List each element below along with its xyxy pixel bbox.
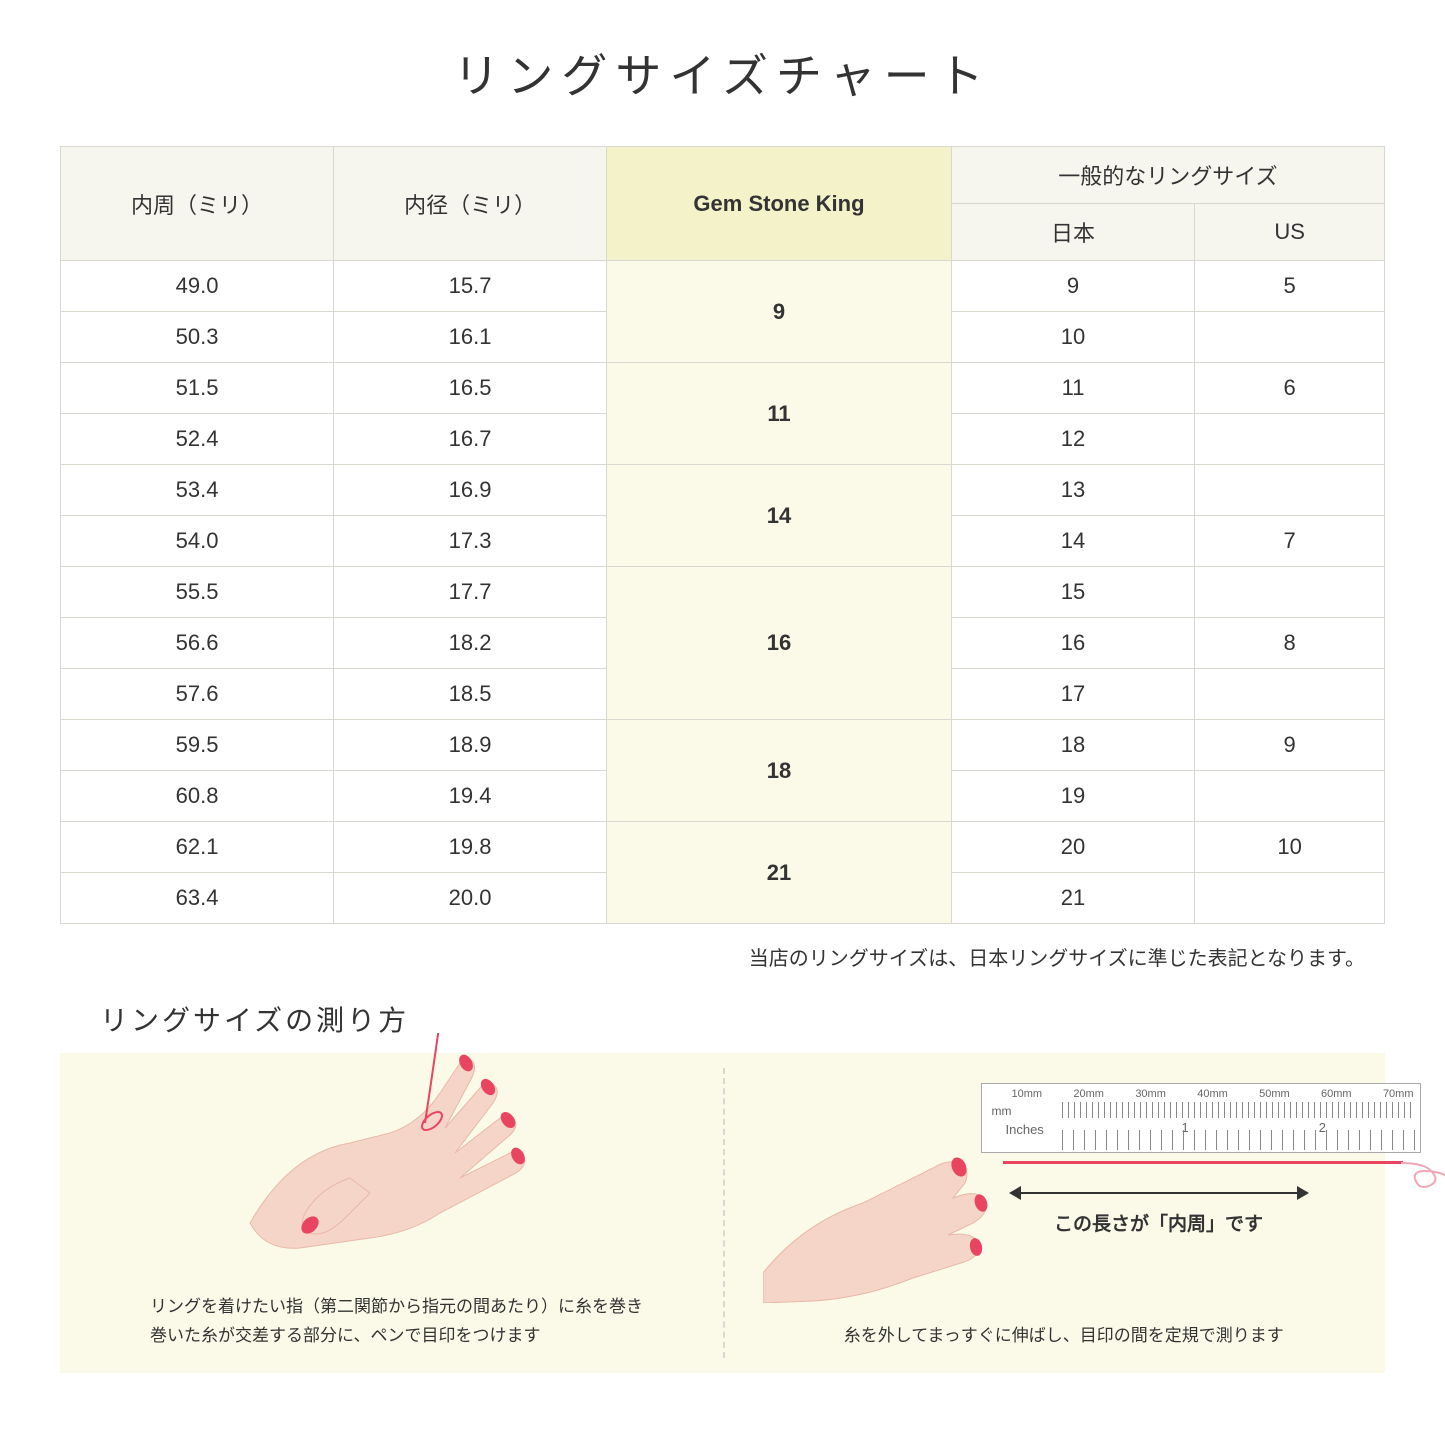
- cell-gsk: 21: [607, 822, 952, 924]
- cell-diameter: 16.9: [334, 465, 607, 516]
- cell-us: 8: [1195, 618, 1385, 669]
- table-row: 55.517.71615: [61, 567, 1385, 618]
- cell-diameter: 19.4: [334, 771, 607, 822]
- cell-jp: 9: [951, 261, 1194, 312]
- ruler-illustration: 10mm20mm30mm40mm50mm60mm70mm mm Inches 1…: [981, 1083, 1421, 1153]
- cell-us: 6: [1195, 363, 1385, 414]
- table-row: 49.015.7995: [61, 261, 1385, 312]
- hand-wrap-thread-illustration: [210, 1033, 590, 1263]
- cell-diameter: 18.2: [334, 618, 607, 669]
- cell-us: 10: [1195, 822, 1385, 873]
- col-diameter: 内径（ミリ）: [334, 147, 607, 261]
- ruler-mm-label: mm: [992, 1104, 1012, 1118]
- cell-jp: 14: [951, 516, 1194, 567]
- cell-us: 9: [1195, 720, 1385, 771]
- cell-diameter: 19.8: [334, 822, 607, 873]
- table-row: 62.119.8212010: [61, 822, 1385, 873]
- cell-us: [1195, 669, 1385, 720]
- cell-diameter: 18.9: [334, 720, 607, 771]
- table-header-row-1: 内周（ミリ） 内径（ミリ） Gem Stone King 一般的なリングサイズ: [61, 147, 1385, 204]
- cell-diameter: 17.7: [334, 567, 607, 618]
- thread-line: [1003, 1161, 1403, 1164]
- table-row: 53.416.91413: [61, 465, 1385, 516]
- cell-us: [1195, 873, 1385, 924]
- cell-jp: 19: [951, 771, 1194, 822]
- ruler-inches-label: Inches: [1006, 1122, 1044, 1137]
- cell-jp: 11: [951, 363, 1194, 414]
- cell-jp: 21: [951, 873, 1194, 924]
- cell-us: [1195, 465, 1385, 516]
- cell-gsk: 14: [607, 465, 952, 567]
- cell-diameter: 17.3: [334, 516, 607, 567]
- cell-us: 7: [1195, 516, 1385, 567]
- howto-step-1: リングを着けたい指（第二関節から指元の間あたり）に糸を巻き 巻いた糸が交差する部…: [60, 1053, 723, 1373]
- hand-hold-thread-illustration: [763, 1153, 1003, 1303]
- ruler-mm-mark: 50mm: [1259, 1088, 1290, 1100]
- howto-step-2: 10mm20mm30mm40mm50mm60mm70mm mm Inches 1…: [723, 1053, 1386, 1373]
- cell-jp: 18: [951, 720, 1194, 771]
- cell-circumference: 54.0: [61, 516, 334, 567]
- col-general: 一般的なリングサイズ: [951, 147, 1384, 204]
- cell-diameter: 18.5: [334, 669, 607, 720]
- col-us: US: [1195, 204, 1385, 261]
- cell-jp: 10: [951, 312, 1194, 363]
- cell-circumference: 59.5: [61, 720, 334, 771]
- cell-circumference: 57.6: [61, 669, 334, 720]
- cell-jp: 17: [951, 669, 1194, 720]
- ruler-mm-mark: 10mm: [1012, 1088, 1043, 1100]
- thread-curl-icon: [1401, 1149, 1445, 1189]
- cell-us: 5: [1195, 261, 1385, 312]
- ruler-mm-mark: 20mm: [1073, 1088, 1104, 1100]
- cell-diameter: 16.5: [334, 363, 607, 414]
- dimension-label: この長さが「内周」です: [1009, 1209, 1309, 1236]
- cell-jp: 15: [951, 567, 1194, 618]
- howto-panel: リングを着けたい指（第二関節から指元の間あたり）に糸を巻き 巻いた糸が交差する部…: [60, 1053, 1385, 1373]
- cell-jp: 13: [951, 465, 1194, 516]
- ruler-mm-mark: 30mm: [1135, 1088, 1166, 1100]
- cell-circumference: 55.5: [61, 567, 334, 618]
- howto-step-1-caption: リングを着けたい指（第二関節から指元の間あたり）に糸を巻き 巻いた糸が交差する部…: [150, 1293, 693, 1351]
- cell-gsk: 11: [607, 363, 952, 465]
- col-gsk: Gem Stone King: [607, 147, 952, 261]
- cell-circumference: 49.0: [61, 261, 334, 312]
- cell-circumference: 51.5: [61, 363, 334, 414]
- cell-us: [1195, 414, 1385, 465]
- dimension-arrow: [1009, 1183, 1309, 1203]
- table-row: 59.518.918189: [61, 720, 1385, 771]
- cell-gsk: 16: [607, 567, 952, 720]
- cell-us: [1195, 312, 1385, 363]
- col-jp: 日本: [951, 204, 1194, 261]
- cell-jp: 16: [951, 618, 1194, 669]
- cell-circumference: 50.3: [61, 312, 334, 363]
- ruler-mm-mark: 40mm: [1197, 1088, 1228, 1100]
- howto-step-2-caption: 糸を外してまっすぐに伸ばし、目印の間を定規で測ります: [773, 1322, 1356, 1351]
- cell-diameter: 16.7: [334, 414, 607, 465]
- cell-circumference: 60.8: [61, 771, 334, 822]
- cell-us: [1195, 567, 1385, 618]
- cell-diameter: 16.1: [334, 312, 607, 363]
- ruler-mm-mark: 60mm: [1321, 1088, 1352, 1100]
- cell-circumference: 53.4: [61, 465, 334, 516]
- ring-size-table: 内周（ミリ） 内径（ミリ） Gem Stone King 一般的なリングサイズ …: [60, 146, 1385, 924]
- cell-diameter: 20.0: [334, 873, 607, 924]
- cell-jp: 20: [951, 822, 1194, 873]
- col-circumference: 内周（ミリ）: [61, 147, 334, 261]
- cell-us: [1195, 771, 1385, 822]
- ruler-mm-mark: 70mm: [1383, 1088, 1414, 1100]
- table-row: 51.516.511116: [61, 363, 1385, 414]
- cell-gsk: 9: [607, 261, 952, 363]
- cell-circumference: 63.4: [61, 873, 334, 924]
- page-title: リングサイズチャート: [60, 40, 1385, 106]
- cell-jp: 12: [951, 414, 1194, 465]
- cell-circumference: 56.6: [61, 618, 334, 669]
- cell-gsk: 18: [607, 720, 952, 822]
- footnote: 当店のリングサイズは、日本リングサイズに準じた表記となります。: [60, 942, 1385, 971]
- cell-diameter: 15.7: [334, 261, 607, 312]
- cell-circumference: 52.4: [61, 414, 334, 465]
- cell-circumference: 62.1: [61, 822, 334, 873]
